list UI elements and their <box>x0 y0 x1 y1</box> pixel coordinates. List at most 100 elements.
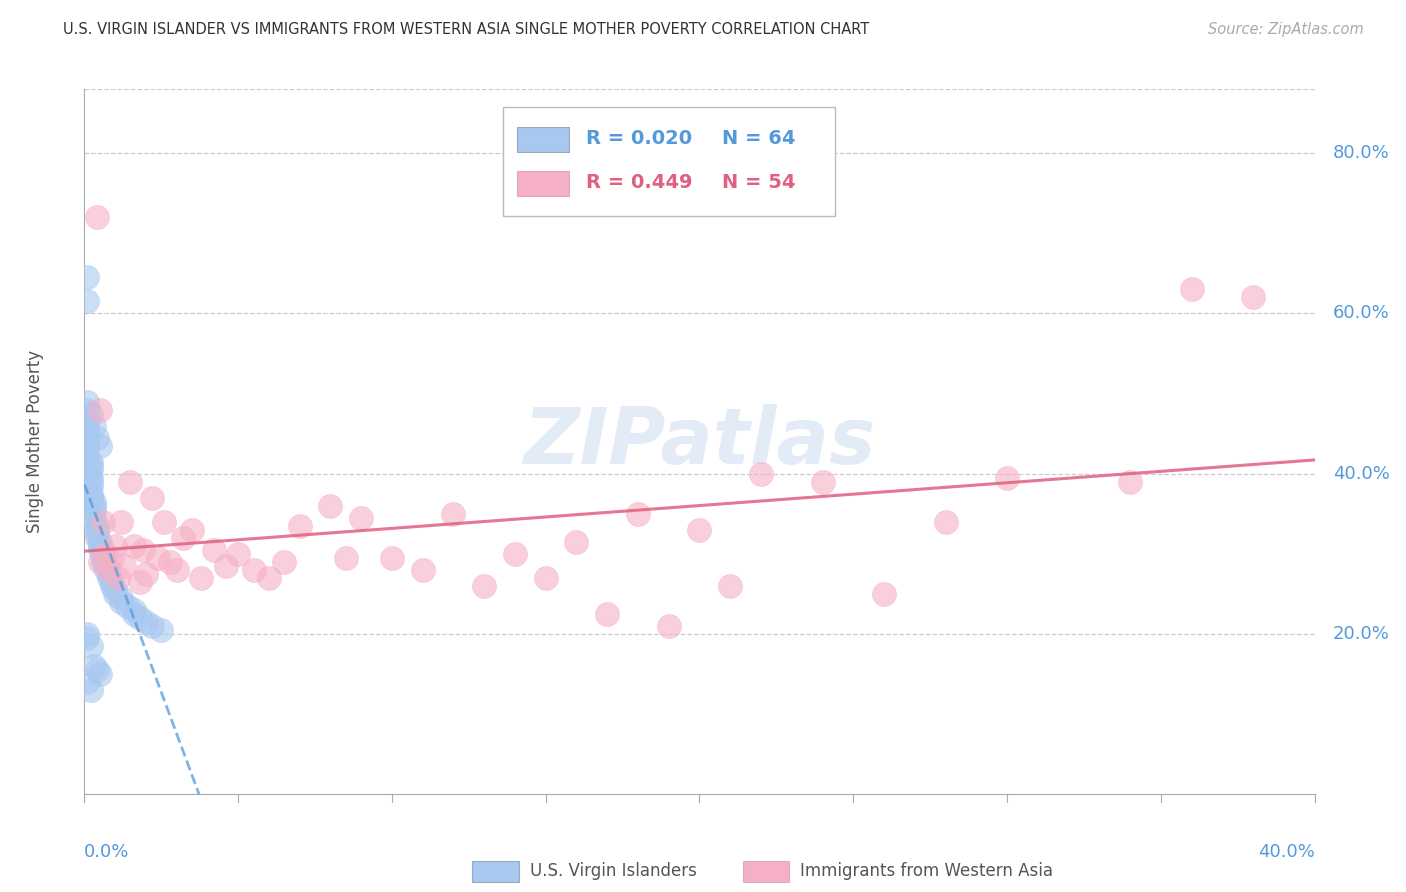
Point <box>811 475 834 489</box>
Text: R = 0.020: R = 0.020 <box>586 129 692 148</box>
FancyBboxPatch shape <box>517 127 569 152</box>
Point <box>443 507 465 521</box>
Point <box>148 550 170 565</box>
Point <box>86 518 108 533</box>
Point <box>79 491 101 505</box>
Point <box>76 410 98 425</box>
Point <box>98 563 120 577</box>
Point <box>91 555 114 569</box>
Point <box>749 467 772 481</box>
Point <box>83 515 105 529</box>
Point <box>83 418 105 433</box>
Text: 60.0%: 60.0% <box>1333 304 1389 322</box>
Point <box>76 674 98 689</box>
Text: Single Mother Poverty: Single Mother Poverty <box>27 350 44 533</box>
Point <box>83 658 105 673</box>
Point <box>94 547 117 561</box>
Point <box>79 407 101 421</box>
Point <box>79 478 101 492</box>
Point <box>83 499 105 513</box>
Point <box>718 579 741 593</box>
Point <box>76 415 98 429</box>
Point <box>76 426 98 441</box>
Point <box>91 515 114 529</box>
Point <box>79 486 101 500</box>
Point <box>89 542 111 557</box>
Point <box>79 462 101 476</box>
Point <box>503 547 526 561</box>
FancyBboxPatch shape <box>503 107 835 216</box>
Point <box>86 526 108 541</box>
Point <box>1181 282 1204 296</box>
Point <box>83 510 105 524</box>
Point <box>76 434 98 449</box>
Point <box>596 607 619 621</box>
Point <box>122 603 145 617</box>
Point <box>83 494 105 508</box>
FancyBboxPatch shape <box>742 861 789 882</box>
Point <box>166 563 188 577</box>
Point <box>86 663 108 677</box>
Text: 80.0%: 80.0% <box>1333 145 1389 162</box>
Text: Immigrants from Western Asia: Immigrants from Western Asia <box>800 863 1053 880</box>
Text: U.S. Virgin Islanders: U.S. Virgin Islanders <box>530 863 696 880</box>
Text: N = 64: N = 64 <box>721 129 796 148</box>
Point <box>89 666 111 681</box>
Point <box>76 631 98 645</box>
Point <box>172 531 194 545</box>
Text: 0.0%: 0.0% <box>84 843 129 861</box>
Point <box>76 423 98 437</box>
Point <box>76 442 98 457</box>
FancyBboxPatch shape <box>517 171 569 196</box>
Point <box>472 579 495 593</box>
FancyBboxPatch shape <box>472 861 519 882</box>
Point <box>935 515 957 529</box>
Point <box>107 571 129 585</box>
Point <box>120 475 142 489</box>
Point <box>117 599 139 613</box>
Point <box>534 571 557 585</box>
Point <box>94 558 117 573</box>
Point <box>288 518 311 533</box>
Point <box>1241 290 1264 304</box>
Point <box>91 550 114 565</box>
Point <box>76 394 98 409</box>
Point <box>128 610 150 624</box>
Point <box>89 438 111 452</box>
Text: ZIPatlas: ZIPatlas <box>523 403 876 480</box>
Point <box>89 402 111 417</box>
Point <box>110 591 132 605</box>
Point <box>159 555 181 569</box>
Point <box>658 618 681 632</box>
Point <box>76 438 98 452</box>
Text: 40.0%: 40.0% <box>1258 843 1315 861</box>
Point <box>335 550 357 565</box>
Point <box>86 531 108 545</box>
Point <box>79 454 101 468</box>
Point <box>101 574 124 589</box>
Point <box>79 475 101 489</box>
Point <box>1119 475 1142 489</box>
Point <box>350 510 373 524</box>
Point <box>89 534 111 549</box>
Point <box>153 515 176 529</box>
Point <box>76 402 98 417</box>
Point <box>86 211 108 225</box>
Point <box>257 571 280 585</box>
Point <box>110 515 132 529</box>
Text: N = 54: N = 54 <box>721 173 796 193</box>
Point <box>112 558 135 573</box>
Point <box>873 587 896 601</box>
Point <box>98 566 120 581</box>
Point <box>76 294 98 309</box>
Point <box>89 539 111 553</box>
Point <box>135 566 157 581</box>
Text: R = 0.449: R = 0.449 <box>586 173 693 193</box>
Point <box>128 574 150 589</box>
Point <box>104 582 127 597</box>
Point <box>101 550 124 565</box>
Point <box>141 491 163 505</box>
Point <box>79 458 101 473</box>
Point <box>122 539 145 553</box>
Point <box>83 502 105 516</box>
